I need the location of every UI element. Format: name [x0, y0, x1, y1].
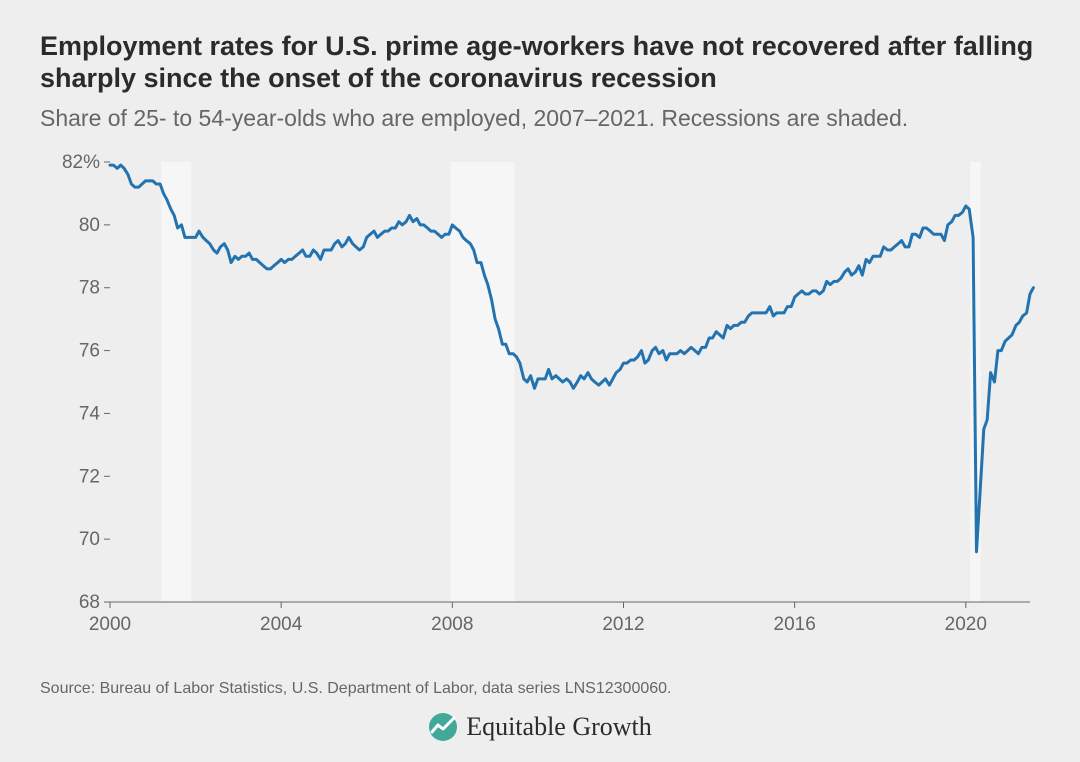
svg-text:2008: 2008 [431, 614, 473, 635]
svg-text:76: 76 [79, 340, 100, 361]
logo-text: Equitable Growth [466, 712, 652, 742]
svg-text:2016: 2016 [774, 614, 816, 635]
svg-text:80: 80 [79, 215, 100, 236]
svg-text:2020: 2020 [945, 614, 987, 635]
chart-area: 68 70 72 74 76 78 80 82% 2000 2004 2008 2012 2016 202… [40, 152, 1040, 652]
svg-text:2000: 2000 [89, 614, 131, 635]
svg-text:72: 72 [79, 466, 100, 487]
equitable-growth-logo-icon [428, 712, 458, 742]
svg-text:82%: 82% [62, 152, 100, 173]
svg-text:2012: 2012 [602, 614, 644, 635]
logo-row: Equitable Growth [40, 712, 1040, 742]
chart-title: Employment rates for U.S. prime age-work… [40, 30, 1040, 95]
svg-text:70: 70 [79, 529, 100, 550]
svg-text:78: 78 [79, 277, 100, 298]
svg-text:2004: 2004 [260, 614, 303, 635]
chart-subtitle: Share of 25- to 54-year-olds who are emp… [40, 105, 1040, 132]
line-chart-svg: 68 70 72 74 76 78 80 82% 2000 2004 2008 2012 2016 202… [40, 152, 1040, 652]
svg-text:68: 68 [79, 592, 100, 613]
source-note: Source: Bureau of Labor Statistics, U.S.… [40, 680, 1040, 698]
svg-text:74: 74 [79, 403, 101, 424]
